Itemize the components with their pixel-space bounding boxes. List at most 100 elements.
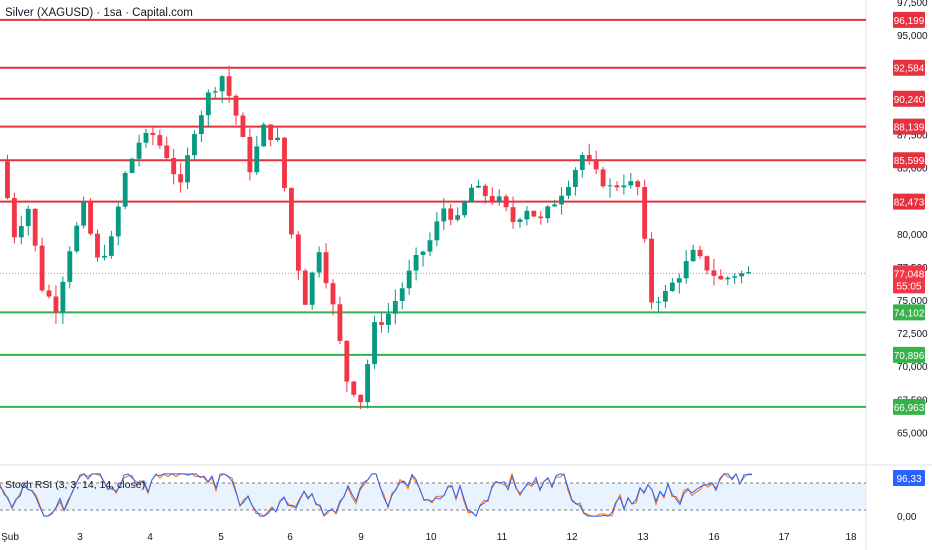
candle-body [642,186,648,239]
candle-body [302,270,308,305]
stoch-tick-label: 0,00 [897,512,917,523]
candle-body [434,221,440,241]
resistance-level-badge [893,193,925,210]
candle-body [136,142,142,159]
candle-body [711,270,717,276]
candle-body [413,254,419,271]
candle-body [725,277,731,280]
stoch-label: Stoch RSI (3, 3, 14, 14, close) [5,479,146,491]
candle-body [226,76,232,96]
candle-body [683,261,689,279]
candle-body [469,187,474,203]
candle-body [74,225,80,252]
candle-body [254,146,260,173]
candle-body [600,169,606,187]
stoch-value-label: 96,33 [896,474,921,485]
candle-body [275,137,280,141]
countdown-label: 55:05 [896,281,921,292]
candle-body [205,92,211,116]
candle-body [628,181,634,186]
x-tick-label: 11 [497,532,508,543]
x-tick-label: 4 [147,532,153,543]
candle-body [150,132,156,136]
candle-body [482,185,488,196]
x-tick-label: 17 [778,532,790,543]
candle-body [420,251,426,255]
candle-body [586,154,592,161]
candle-body [649,238,654,303]
candle-body [316,252,322,273]
price-levels [0,18,866,408]
y-tick-label: 72,500 [897,329,928,340]
candle-body [67,251,73,282]
resistance-level-badge-label: 85,599 [894,156,925,167]
candle-body [379,322,384,325]
candle-body [704,256,710,271]
candle-body [392,300,398,314]
y-tick-label: 75,000 [897,296,928,307]
x-tick-label: 18 [845,532,857,543]
candle-body [489,195,495,202]
candle-body [739,273,745,277]
candle-body [656,301,661,303]
support-level-badge-label: 74,102 [894,308,925,319]
x-tick-label: 16 [708,532,720,543]
candle-body [697,249,703,257]
candle-body [462,202,467,216]
resistance-level-badge [893,11,925,28]
candle-body [676,278,682,283]
candle-body [18,226,24,238]
candle-body [212,91,218,93]
candle-body [295,234,301,271]
current-price-label: 77,048 [894,269,925,280]
candle-body [289,188,294,235]
candle-body [247,136,253,173]
resistance-level-badge-label: 88,139 [894,123,925,134]
candle-body [503,196,509,208]
candle-body [510,207,516,223]
candle-body [164,145,170,159]
candle-body [337,304,343,341]
candle-body [351,381,357,395]
candle-body [663,290,668,302]
candle-body [358,394,364,403]
candle-body [406,270,412,289]
candle-body [108,236,114,256]
candle-body [441,208,447,222]
candle-body [552,204,558,207]
resistance-level-badge [893,152,925,169]
candle-body [198,115,204,135]
candle-body [39,245,45,291]
candle-body [192,134,197,156]
current-price-badge [893,265,925,294]
candle-body [46,290,52,297]
stoch-band [0,483,866,510]
candle-body [669,282,675,291]
resistance-level-badge [893,59,925,76]
support-level-badge [893,304,925,321]
candle-body [566,186,571,196]
candle-body [593,160,599,170]
candle-body [448,208,454,220]
support-level-badge [893,398,925,415]
candle-body [455,215,461,220]
candle-body [559,195,564,205]
x-tick-label: 9 [358,532,364,543]
candle-body [746,272,751,274]
resistance-level-badge-label: 92,584 [894,64,925,75]
candle-body [538,216,544,219]
candle-body [143,132,149,143]
x-tick-label: 3 [77,532,83,543]
candle-body [178,174,184,183]
candle-body [690,249,696,262]
y-tick-label: 87,500 [897,131,928,142]
x-tick-label: 13 [637,532,649,543]
y-tick-label: 95,000 [897,31,928,42]
y-tick-label: 70,000 [897,362,928,373]
candle-body [219,76,225,92]
support-level-badge [893,346,925,363]
candle-body [732,276,738,278]
candle-body [385,313,391,325]
candle-body [344,340,350,382]
